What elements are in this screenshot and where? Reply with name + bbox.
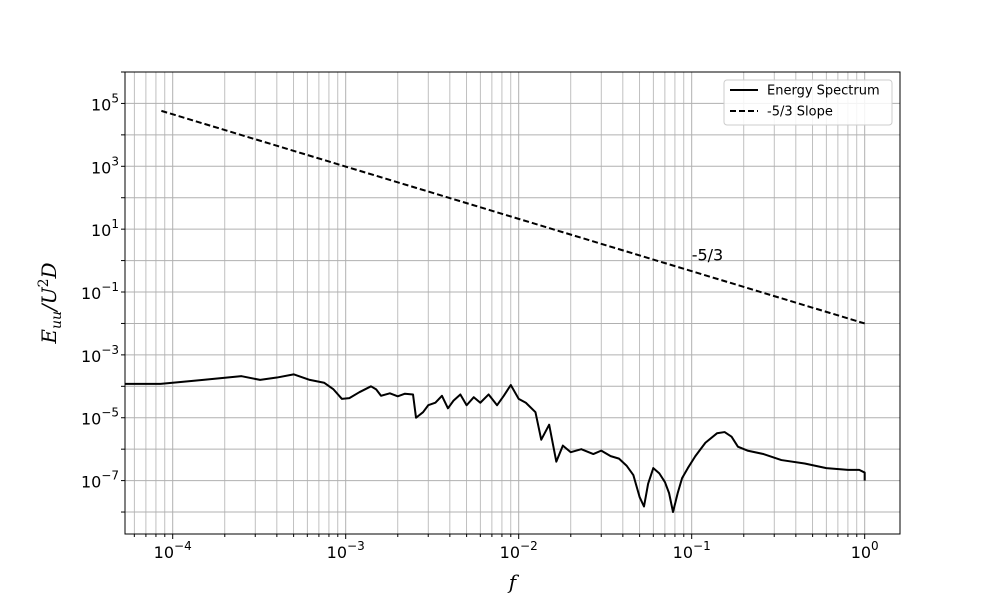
x-tick-label: 10−3 <box>327 539 365 562</box>
x-tick-exponent: −1 <box>693 539 711 553</box>
y-tick-label: 101 <box>91 217 119 240</box>
y-tick-mantissa: 10 <box>91 158 111 177</box>
x-tick-mantissa: 10 <box>154 543 174 562</box>
x-tick-mantissa: 10 <box>851 543 871 562</box>
y-tick-mantissa: 10 <box>81 284 101 303</box>
y-label-rest: /U <box>37 286 61 313</box>
x-tick-exponent: −3 <box>347 539 365 553</box>
y-tick-label: 103 <box>91 154 119 177</box>
x-tick-mantissa: 10 <box>673 543 693 562</box>
y-tick-mantissa: 10 <box>81 473 101 492</box>
y-tick-mantissa: 10 <box>81 347 101 366</box>
y-tick-exponent: −5 <box>101 406 119 420</box>
y-label-sup: 2 <box>36 278 52 287</box>
legend-label-energy-spectrum: Energy Spectrum <box>767 84 880 99</box>
x-tick-mantissa: 10 <box>500 543 520 562</box>
axis-ticks <box>121 71 866 539</box>
x-tick-label: 10−2 <box>500 539 538 562</box>
y-tick-mantissa: 10 <box>81 410 101 429</box>
x-axis-label: f <box>507 570 520 594</box>
y-tick-mantissa: 10 <box>91 95 111 114</box>
energy-spectrum-line <box>125 373 866 514</box>
series-layer <box>125 109 866 514</box>
grid-lines <box>125 71 900 534</box>
y-tick-mantissa: 10 <box>91 221 111 240</box>
x-tick-exponent: −2 <box>520 539 538 553</box>
x-tick-label: 10−4 <box>154 539 192 562</box>
y-tick-exponent: −1 <box>101 280 119 294</box>
y-axis-label: Euu/U2D <box>36 262 65 344</box>
y-label-tail: D <box>37 262 61 279</box>
y-label-main: E <box>37 329 61 345</box>
x-tick-labels: 10−4 10−3 10−2 10−1 100 <box>154 539 879 562</box>
slope-annotation: -5/3 <box>692 246 724 265</box>
legend: Energy Spectrum -5/3 Slope <box>723 79 893 126</box>
x-tick-mantissa: 10 <box>327 543 347 562</box>
y-tick-exponent: −7 <box>101 469 119 483</box>
y-tick-label: 10−7 <box>81 469 119 492</box>
y-tick-exponent: 3 <box>111 154 119 168</box>
y-tick-label: 10−1 <box>81 280 119 303</box>
legend-label-slope: -5/3 Slope <box>767 105 833 120</box>
y-tick-exponent: 5 <box>111 91 119 105</box>
x-tick-exponent: −4 <box>174 539 192 553</box>
slope-reference-line <box>161 109 865 325</box>
legend-box <box>723 79 893 126</box>
x-tick-label: 100 <box>851 539 879 562</box>
y-tick-label: 10−3 <box>81 343 119 366</box>
x-tick-exponent: 0 <box>871 539 879 553</box>
y-tick-exponent: −3 <box>101 343 119 357</box>
y-label-sub: uu <box>49 311 65 329</box>
plot-frame <box>124 71 901 535</box>
y-tick-label: 105 <box>91 91 119 114</box>
y-tick-label: 10−5 <box>81 406 119 429</box>
x-tick-label: 10−1 <box>673 539 711 562</box>
y-tick-exponent: 1 <box>111 217 119 231</box>
